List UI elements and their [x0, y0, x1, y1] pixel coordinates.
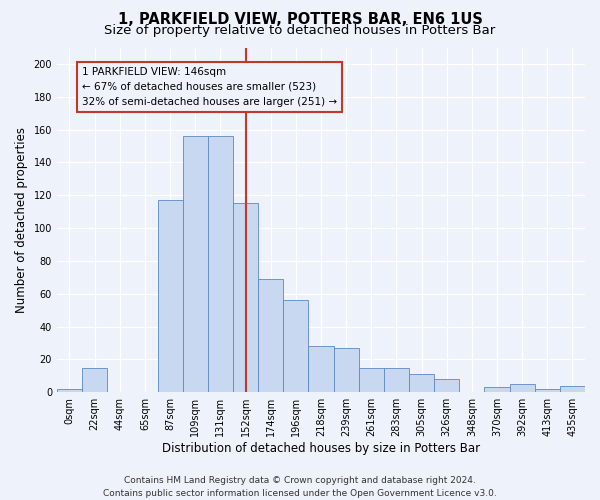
X-axis label: Distribution of detached houses by size in Potters Bar: Distribution of detached houses by size … [162, 442, 480, 455]
Y-axis label: Number of detached properties: Number of detached properties [15, 127, 28, 313]
Bar [182, 136, 208, 392]
Bar [434, 379, 459, 392]
Bar [233, 204, 258, 392]
Bar [409, 374, 434, 392]
Bar [283, 300, 308, 392]
Bar [258, 279, 283, 392]
Bar [334, 348, 359, 392]
Bar [535, 389, 560, 392]
Text: Size of property relative to detached houses in Potters Bar: Size of property relative to detached ho… [104, 24, 496, 37]
Bar [484, 388, 509, 392]
Text: Contains HM Land Registry data © Crown copyright and database right 2024.
Contai: Contains HM Land Registry data © Crown c… [103, 476, 497, 498]
Bar [308, 346, 334, 392]
Bar [560, 386, 585, 392]
Bar [359, 368, 384, 392]
Text: 1 PARKFIELD VIEW: 146sqm
← 67% of detached houses are smaller (523)
32% of semi-: 1 PARKFIELD VIEW: 146sqm ← 67% of detach… [82, 67, 337, 107]
Bar [82, 368, 107, 392]
Bar [208, 136, 233, 392]
Bar [57, 389, 82, 392]
Bar [384, 368, 409, 392]
Bar [509, 384, 535, 392]
Text: 1, PARKFIELD VIEW, POTTERS BAR, EN6 1US: 1, PARKFIELD VIEW, POTTERS BAR, EN6 1US [118, 12, 482, 28]
Bar [158, 200, 182, 392]
